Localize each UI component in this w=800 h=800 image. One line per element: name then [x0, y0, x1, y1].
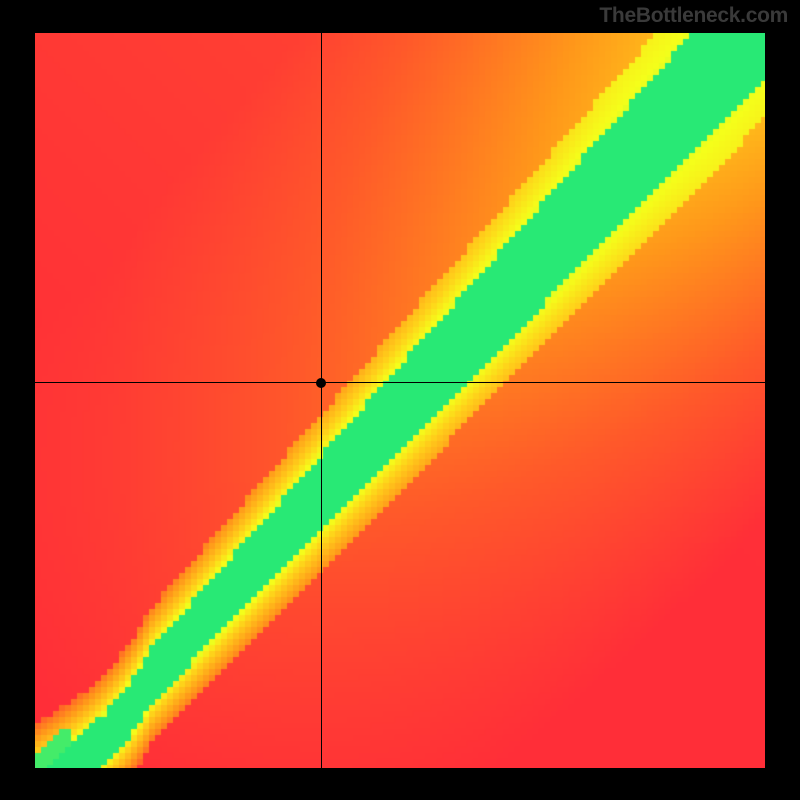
crosshair-vertical	[321, 33, 322, 768]
heatmap-plot	[35, 33, 765, 768]
heatmap-canvas	[35, 33, 765, 768]
watermark-text: TheBottleneck.com	[599, 4, 788, 28]
marker-dot	[316, 378, 326, 388]
crosshair-horizontal	[35, 382, 765, 383]
